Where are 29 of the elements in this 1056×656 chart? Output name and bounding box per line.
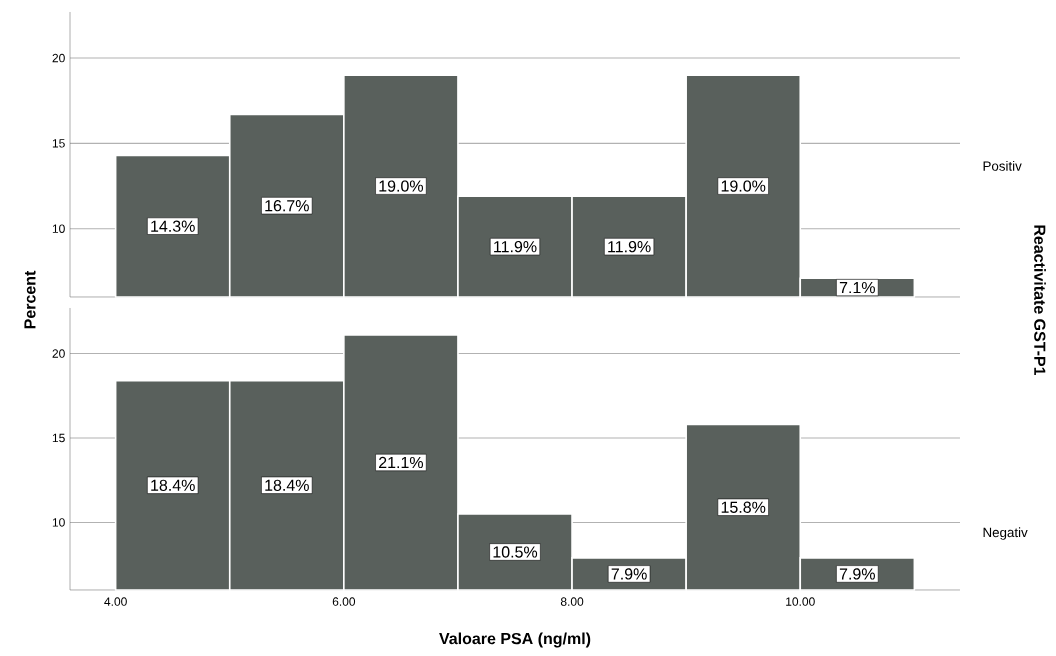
data-label: 11.9% bbox=[608, 240, 651, 253]
y-tick-label: 15 bbox=[52, 139, 65, 148]
data-label: 18.4% bbox=[265, 479, 309, 491]
x-tick-label: 10.00 bbox=[786, 597, 815, 606]
data-label: 19.0% bbox=[379, 180, 424, 192]
y-tick-label: 20 bbox=[52, 53, 65, 63]
x-axis-title: Valoare PSA (ng/ml) bbox=[439, 632, 591, 648]
y-tick-label: 20 bbox=[52, 349, 65, 358]
y-tick-label: 10 bbox=[52, 224, 65, 233]
y-tick-label: 15 bbox=[52, 433, 65, 443]
x-tick-label: 8.00 bbox=[560, 597, 584, 606]
data-label: 19.0% bbox=[721, 180, 766, 192]
data-label: 21.1% bbox=[379, 456, 424, 469]
data-label: 10.5% bbox=[493, 546, 538, 558]
data-label: 18.4% bbox=[151, 479, 195, 491]
text: Positiv bbox=[983, 160, 1022, 171]
y2-axis-title: Reactivitate GST-P1 bbox=[1034, 225, 1046, 376]
data-label: 7.1% bbox=[839, 282, 875, 294]
data-label: 11.9% bbox=[494, 240, 537, 253]
data-label: 7.9% bbox=[839, 568, 875, 580]
data-label: 7.9% bbox=[611, 568, 647, 580]
data-label: 16.7% bbox=[265, 200, 309, 212]
data-label: 15.8% bbox=[721, 501, 766, 513]
x-tick-label: 6.00 bbox=[332, 597, 356, 606]
text: Negativ bbox=[983, 527, 1028, 540]
y-axis-title: Percent bbox=[24, 270, 36, 329]
data-label: 14.3% bbox=[151, 220, 195, 232]
y-tick-label: 10 bbox=[52, 518, 65, 527]
x-tick-label: 4.00 bbox=[104, 597, 127, 606]
